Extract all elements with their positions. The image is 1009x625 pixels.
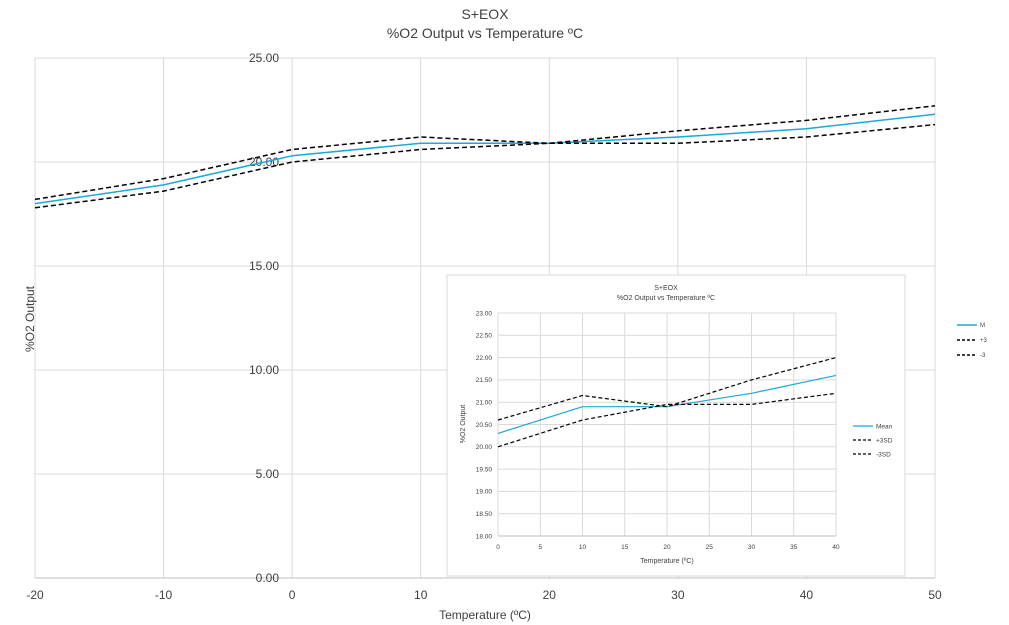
inset-legend-label: +3SD [876, 437, 893, 444]
main-legend-label: M [980, 323, 985, 329]
inset-y-tick-label: 21.50 [476, 377, 493, 384]
main-x-tick-label: 50 [928, 588, 942, 602]
main-y-tick-label: 15.00 [249, 259, 279, 273]
inset-x-axis-label: Temperature (ºC) [640, 558, 694, 565]
inset-x-tick-label: 30 [748, 544, 756, 551]
main-series-3-line [34, 105, 936, 201]
inset-y-tick-label: 19.50 [476, 466, 493, 473]
inset-x-tick-label: 40 [832, 544, 840, 551]
main-x-tick-label: 10 [414, 588, 428, 602]
inset-x-tick-labels: 0 5 10 15 20 25 30 35 40 [496, 544, 840, 551]
inset-series-3sd-line [497, 357, 837, 421]
main-series-3-line [34, 123, 936, 209]
inset-x-tick-label: 25 [706, 544, 714, 551]
inset-y-tick-labels: 18.00 18.50 19.00 19.50 20.00 20.50 21.00 21.50… [476, 310, 493, 540]
main-y-tick-label: 0.00 [256, 571, 280, 585]
inset-legend-label: -3SD [876, 451, 891, 458]
inset-y-tick-label: 18.00 [476, 533, 493, 540]
inset-y-axis-label: %O2 Output [460, 405, 467, 444]
inset-chart-title: S+EOX [654, 285, 678, 292]
main-x-tick-label: 0 [289, 588, 296, 602]
inset-legend: Mean +3SD -3SD [853, 423, 893, 458]
main-x-axis-label: Temperature (ºC) [439, 608, 531, 622]
chart-title: S+EOX [461, 6, 509, 22]
main-y-axis-label: %O2 Output [23, 285, 37, 352]
inset-legend-label: Mean [876, 423, 893, 430]
inset-chart-subtitle: %O2 Output vs Temperature ºC [617, 295, 715, 302]
main-legend-label: -3 [980, 353, 986, 359]
chart-subtitle: %O2 Output vs Temperature ºC [387, 25, 583, 41]
main-x-tick-labels: -20 -10 0 10 20 30 40 50 [26, 588, 942, 602]
inset-y-tick-label: 18.50 [476, 511, 493, 518]
inset-series-3sd-line [497, 392, 837, 448]
main-x-tick-label: -20 [26, 588, 44, 602]
main-legend-label: +3 [980, 338, 988, 344]
inset-series-mean-line [497, 374, 837, 434]
inset-y-tick-label: 21.00 [476, 399, 493, 406]
main-x-tick-label: 20 [543, 588, 557, 602]
main-y-tick-label: 10.00 [249, 363, 279, 377]
main-x-tick-label: 40 [800, 588, 814, 602]
inset-y-tick-label: 19.00 [476, 489, 493, 496]
inset-x-tick-label: 15 [621, 544, 629, 551]
inset-y-tick-label: 20.50 [476, 422, 493, 429]
main-legend: M +3 -3 [957, 323, 988, 359]
main-series-m-line [34, 113, 936, 205]
inset-y-tick-label: 23.00 [476, 310, 493, 317]
main-series-lines [34, 105, 936, 209]
inset-x-tick-label: 35 [790, 544, 798, 551]
inset-y-tick-label: 20.00 [476, 444, 493, 451]
inset-gridlines [497, 312, 837, 537]
main-y-tick-label: 5.00 [256, 467, 280, 481]
main-x-tick-label: 30 [671, 588, 685, 602]
main-x-tick-label: -10 [155, 588, 173, 602]
inset-y-tick-label: 22.50 [476, 333, 493, 340]
main-y-tick-label: 25.00 [249, 51, 279, 65]
inset-series-lines [497, 357, 837, 448]
inset-x-tick-label: 5 [538, 544, 542, 551]
inset-x-tick-label: 20 [663, 544, 671, 551]
inset-y-tick-label: 22.00 [476, 355, 493, 362]
inset-x-tick-label: 0 [496, 544, 500, 551]
inset-x-tick-label: 10 [579, 544, 587, 551]
